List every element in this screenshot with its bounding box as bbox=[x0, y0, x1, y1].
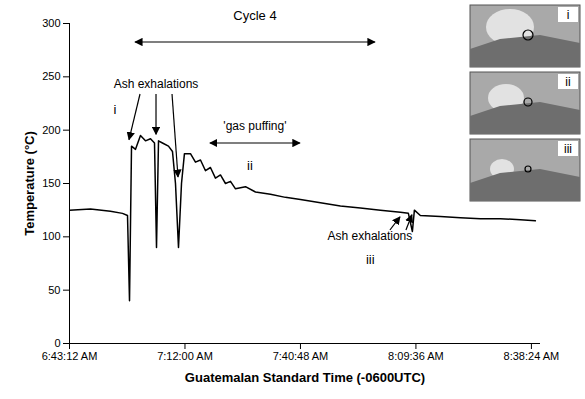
svg-text:Ash exhalations: Ash exhalations bbox=[114, 77, 199, 91]
svg-text:i: i bbox=[114, 102, 117, 117]
svg-text:7:40:48 AM: 7:40:48 AM bbox=[273, 350, 329, 362]
svg-text:300: 300 bbox=[42, 17, 60, 29]
svg-text:0: 0 bbox=[54, 337, 60, 349]
svg-text:iii: iii bbox=[564, 142, 572, 156]
svg-text:200: 200 bbox=[42, 124, 60, 136]
svg-text:'gas puffing': 'gas puffing' bbox=[223, 119, 286, 133]
svg-text:6:43:12 AM: 6:43:12 AM bbox=[42, 350, 98, 362]
svg-text:ii: ii bbox=[565, 75, 570, 89]
svg-text:Temperature (°C): Temperature (°C) bbox=[22, 131, 37, 236]
svg-text:100: 100 bbox=[42, 230, 60, 242]
svg-text:i: i bbox=[567, 8, 570, 22]
svg-text:250: 250 bbox=[42, 70, 60, 82]
svg-text:Guatemalan Standard Time (-060: Guatemalan Standard Time (-0600UTC) bbox=[185, 370, 425, 385]
svg-text:Cycle 4: Cycle 4 bbox=[233, 8, 276, 23]
svg-text:7:12:00 AM: 7:12:00 AM bbox=[157, 350, 213, 362]
svg-text:8:09:36 AM: 8:09:36 AM bbox=[388, 350, 444, 362]
svg-text:8:38:24 AM: 8:38:24 AM bbox=[504, 350, 560, 362]
svg-text:50: 50 bbox=[48, 284, 60, 296]
svg-text:ii: ii bbox=[247, 158, 253, 173]
svg-text:Ash exhalations: Ash exhalations bbox=[328, 229, 413, 243]
svg-text:150: 150 bbox=[42, 177, 60, 189]
svg-text:iii: iii bbox=[366, 252, 375, 267]
